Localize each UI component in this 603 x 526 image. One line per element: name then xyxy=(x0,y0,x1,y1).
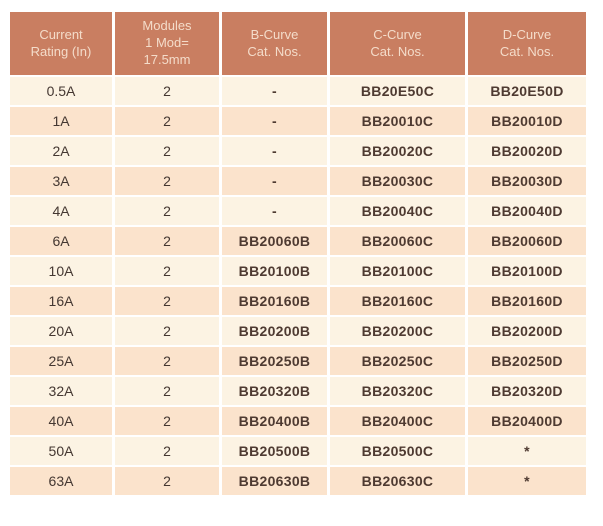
cell-b-curve-cat-no: BB20100B xyxy=(222,257,327,285)
cell-b-curve-cat-no: BB20320B xyxy=(222,377,327,405)
cell-b-curve-cat-no: BB20200B xyxy=(222,317,327,345)
cell-modules: 2 xyxy=(115,467,219,495)
catalog-table: Current Rating (In) Modules 1 Mod= 17.5m… xyxy=(10,12,586,495)
cell-modules: 2 xyxy=(115,137,219,165)
table-row: 63A 2 BB20630B BB20630C * xyxy=(10,467,586,495)
cell-c-curve-cat-no: BB20400C xyxy=(330,407,465,435)
cell-d-curve-cat-no: BB20040D xyxy=(468,197,586,225)
cell-d-curve-cat-no: BB20320D xyxy=(468,377,586,405)
table-row: 25A 2 BB20250B BB20250C BB20250D xyxy=(10,347,586,375)
cell-current-rating: 3A xyxy=(10,167,112,195)
header-current-rating: Current Rating (In) xyxy=(10,12,112,75)
table-row: 16A 2 BB20160B BB20160C BB20160D xyxy=(10,287,586,315)
cell-c-curve-cat-no: BB20500C xyxy=(330,437,465,465)
cell-d-curve-cat-no: BB20030D xyxy=(468,167,586,195)
cell-c-curve-cat-no: BB20200C xyxy=(330,317,465,345)
cell-current-rating: 16A xyxy=(10,287,112,315)
cell-d-curve-cat-no: BB20400D xyxy=(468,407,586,435)
cell-c-curve-cat-no: BB20030C xyxy=(330,167,465,195)
cell-current-rating: 4A xyxy=(10,197,112,225)
cell-modules: 2 xyxy=(115,77,219,105)
cell-modules: 2 xyxy=(115,107,219,135)
cell-b-curve-cat-no: - xyxy=(222,197,327,225)
table-row: 20A 2 BB20200B BB20200C BB20200D xyxy=(10,317,586,345)
cell-c-curve-cat-no: BB20100C xyxy=(330,257,465,285)
cell-d-curve-cat-no: BB20200D xyxy=(468,317,586,345)
cell-b-curve-cat-no: BB20250B xyxy=(222,347,327,375)
table-body: 0.5A 2 - BB20E50C BB20E50D 1A 2 - BB2001… xyxy=(10,77,586,495)
cell-current-rating: 0.5A xyxy=(10,77,112,105)
cell-b-curve-cat-no: BB20160B xyxy=(222,287,327,315)
cell-current-rating: 32A xyxy=(10,377,112,405)
cell-modules: 2 xyxy=(115,437,219,465)
cell-b-curve-cat-no: - xyxy=(222,77,327,105)
cell-c-curve-cat-no: BB20250C xyxy=(330,347,465,375)
table-row: 6A 2 BB20060B BB20060C BB20060D xyxy=(10,227,586,255)
cell-modules: 2 xyxy=(115,227,219,255)
cell-current-rating: 6A xyxy=(10,227,112,255)
cell-d-curve-cat-no: BB20100D xyxy=(468,257,586,285)
table-row: 0.5A 2 - BB20E50C BB20E50D xyxy=(10,77,586,105)
cell-c-curve-cat-no: BB20060C xyxy=(330,227,465,255)
cell-c-curve-cat-no: BB20010C xyxy=(330,107,465,135)
cell-d-curve-cat-no: BB20160D xyxy=(468,287,586,315)
table-row: 10A 2 BB20100B BB20100C BB20100D xyxy=(10,257,586,285)
cell-b-curve-cat-no: - xyxy=(222,107,327,135)
cell-b-curve-cat-no: - xyxy=(222,167,327,195)
cell-b-curve-cat-no: BB20060B xyxy=(222,227,327,255)
table-row: 3A 2 - BB20030C BB20030D xyxy=(10,167,586,195)
cell-d-curve-cat-no: BB20010D xyxy=(468,107,586,135)
header-c-curve: C-Curve Cat. Nos. xyxy=(330,12,465,75)
cell-c-curve-cat-no: BB20630C xyxy=(330,467,465,495)
cell-current-rating: 1A xyxy=(10,107,112,135)
cell-c-curve-cat-no: BB20020C xyxy=(330,137,465,165)
cell-current-rating: 25A xyxy=(10,347,112,375)
cell-c-curve-cat-no: BB20E50C xyxy=(330,77,465,105)
cell-d-curve-cat-no: BB20E50D xyxy=(468,77,586,105)
table-row: 2A 2 - BB20020C BB20020D xyxy=(10,137,586,165)
cell-modules: 2 xyxy=(115,197,219,225)
table-header-row: Current Rating (In) Modules 1 Mod= 17.5m… xyxy=(10,12,586,75)
cell-current-rating: 2A xyxy=(10,137,112,165)
cell-b-curve-cat-no: BB20630B xyxy=(222,467,327,495)
cell-current-rating: 63A xyxy=(10,467,112,495)
cell-b-curve-cat-no: - xyxy=(222,137,327,165)
table-row: 4A 2 - BB20040C BB20040D xyxy=(10,197,586,225)
header-modules: Modules 1 Mod= 17.5mm xyxy=(115,12,219,75)
cell-d-curve-cat-no: * xyxy=(468,437,586,465)
cell-modules: 2 xyxy=(115,287,219,315)
table-row: 32A 2 BB20320B BB20320C BB20320D xyxy=(10,377,586,405)
cell-c-curve-cat-no: BB20320C xyxy=(330,377,465,405)
table-row: 40A 2 BB20400B BB20400C BB20400D xyxy=(10,407,586,435)
cell-modules: 2 xyxy=(115,407,219,435)
cell-modules: 2 xyxy=(115,167,219,195)
cell-current-rating: 50A xyxy=(10,437,112,465)
cell-modules: 2 xyxy=(115,377,219,405)
cell-c-curve-cat-no: BB20160C xyxy=(330,287,465,315)
cell-modules: 2 xyxy=(115,317,219,345)
header-b-curve: B-Curve Cat. Nos. xyxy=(222,12,327,75)
header-d-curve: D-Curve Cat. Nos. xyxy=(468,12,586,75)
cell-d-curve-cat-no: BB20060D xyxy=(468,227,586,255)
cell-modules: 2 xyxy=(115,347,219,375)
cell-b-curve-cat-no: BB20400B xyxy=(222,407,327,435)
table-row: 1A 2 - BB20010C BB20010D xyxy=(10,107,586,135)
cell-current-rating: 20A xyxy=(10,317,112,345)
cell-d-curve-cat-no: BB20250D xyxy=(468,347,586,375)
cell-d-curve-cat-no: BB20020D xyxy=(468,137,586,165)
cell-current-rating: 10A xyxy=(10,257,112,285)
cell-d-curve-cat-no: * xyxy=(468,467,586,495)
cell-current-rating: 40A xyxy=(10,407,112,435)
table-row: 50A 2 BB20500B BB20500C * xyxy=(10,437,586,465)
cell-modules: 2 xyxy=(115,257,219,285)
cell-b-curve-cat-no: BB20500B xyxy=(222,437,327,465)
cell-c-curve-cat-no: BB20040C xyxy=(330,197,465,225)
